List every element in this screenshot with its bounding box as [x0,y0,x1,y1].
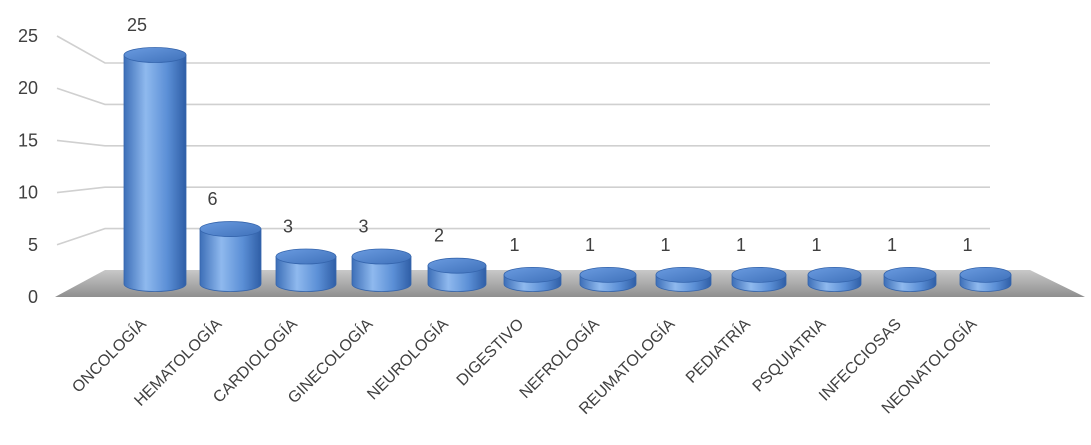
data-label: 1 [509,235,519,255]
bars [123,47,1012,292]
category-label: ONCOLOGÍA [68,314,150,396]
gridline [56,35,990,64]
bar-cap [579,266,637,283]
bar [275,256,337,292]
bar-cap [199,221,262,237]
category-label: DIGESTIVO [454,316,528,390]
y-tick-label: 5 [28,235,38,255]
bar-cap [807,266,862,283]
bar-cap [883,266,937,283]
data-label: 1 [962,235,972,255]
bar [199,228,262,292]
gridlines [56,35,990,246]
y-tick-label: 20 [18,78,38,98]
y-tick-label: 10 [18,183,38,203]
data-label: 1 [585,235,595,255]
y-axis-ticks: 0 5 10 15 20 25 [18,26,38,307]
bar-cap [959,266,1012,283]
bar-cap [427,257,487,274]
gridline [56,186,990,194]
bar [351,256,412,292]
category-label: PEDIATRÍA [682,314,755,387]
data-label: 25 [127,15,147,35]
data-labels: 25 6 3 3 2 1 1 1 1 1 1 1 [127,15,973,255]
y-tick-label: 0 [28,287,38,307]
data-label: 1 [811,235,821,255]
category-label: NEFROLOGÍA [515,314,603,402]
bar-cap [123,47,187,63]
data-label: 3 [283,217,293,237]
bar-cap [731,266,787,283]
data-label: 1 [736,235,746,255]
category-label: PSQUIATRIA [750,316,830,396]
bar [123,54,187,292]
y-tick-label: 25 [18,26,38,46]
y-tick-label: 15 [18,130,38,150]
gridline [56,139,990,147]
data-label: 2 [434,226,444,246]
category-labels: ONCOLOGÍAHEMATOLOGÍACARDIOLOGÍAGINECOLOG… [68,314,981,418]
bar-cap [503,266,562,283]
bar-cap [351,248,412,265]
bar-cap [275,248,337,265]
bar-cap [655,266,712,283]
gridline [56,87,990,106]
gridline [56,227,990,246]
data-label: 3 [358,217,368,237]
category-label: NEUROLOGÍA [363,314,452,403]
data-label: 1 [887,235,897,255]
data-label: 1 [660,235,670,255]
data-label: 6 [207,189,217,209]
